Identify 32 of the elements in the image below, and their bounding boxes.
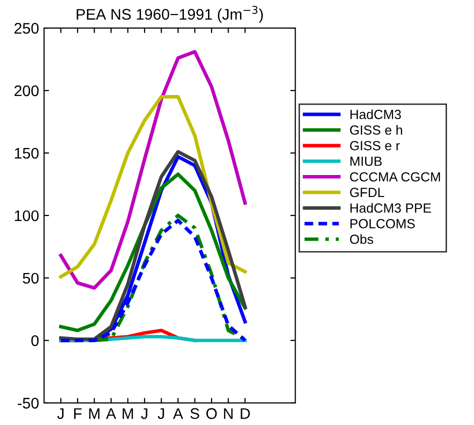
line-series	[59, 95, 247, 278]
x-tick-label: A	[173, 408, 184, 419]
legend-label: POLCOMS	[350, 218, 415, 228]
x-tick-label: M	[89, 408, 100, 419]
y-tick-label: 100	[14, 210, 39, 222]
y-tick-label: 200	[14, 85, 39, 96]
y-tick-label: 150	[14, 148, 39, 159]
x-tick-label: O	[206, 408, 217, 419]
y-tick-label: -50	[18, 398, 39, 409]
y-tick-label: 250	[14, 22, 39, 34]
legend-label: GISS e r	[350, 140, 400, 150]
legend-label: CCCMA CGCM	[350, 172, 440, 182]
y-tick-label: 50	[22, 272, 39, 284]
x-tick-label: F	[74, 408, 82, 419]
legend-label: Obs	[350, 234, 374, 244]
legend-label: GFDL	[350, 188, 384, 198]
line-series	[59, 50, 247, 290]
x-tick-label: M	[122, 408, 133, 419]
legend-label: MIUB	[350, 156, 382, 166]
x-tick-label: J	[57, 408, 64, 419]
legend-label: HadCM3	[350, 109, 401, 120]
x-tick-label: A	[106, 408, 116, 419]
y-tick-label: 0	[31, 335, 39, 346]
legend-label: HadCM3 PPE	[350, 203, 431, 213]
x-tick-label: N	[224, 408, 233, 419]
x-tick-label: J	[158, 408, 164, 419]
x-tick-label: S	[190, 408, 200, 419]
x-tick-label: J	[140, 408, 148, 419]
line-series	[92, 214, 247, 342]
legend-label: GISS e h	[350, 125, 402, 135]
chart-title: PEA NS 1960−1991 (Jm$^{−3}$)	[76, 6, 263, 23]
x-tick-label: D	[240, 408, 250, 419]
